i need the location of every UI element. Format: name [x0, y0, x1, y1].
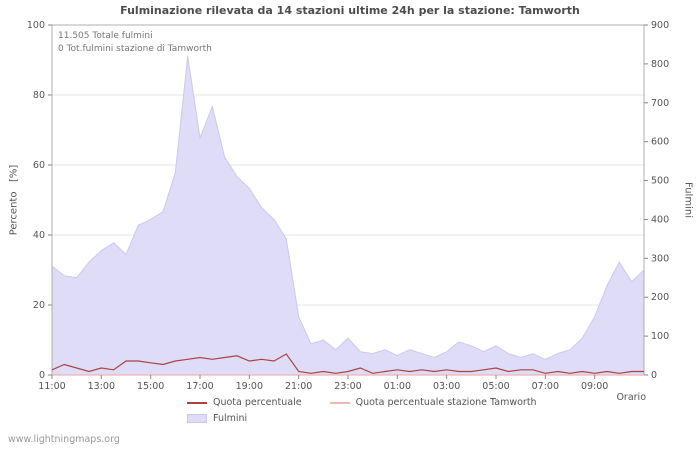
fulmini-area-series	[51, 56, 645, 376]
axis-tick-labels: 0 20 40 60 80 100 0 100 200 300 400 500 600 700 800 900…	[27, 20, 669, 392]
x-axis-title: Orario	[616, 392, 646, 403]
svg-text:700: 700	[651, 98, 669, 109]
svg-text:09:00: 09:00	[581, 381, 608, 392]
legend-label-percent: Quota percentuale	[213, 397, 302, 408]
svg-text:0: 0	[39, 370, 45, 381]
svg-text:15:00: 15:00	[137, 381, 164, 392]
legend-item-fulmini: Fulmini	[187, 413, 247, 424]
station-lightning-annotation: 0 Tot.fulmini stazione di Tamworth	[58, 44, 212, 54]
legend: Quota percentuale Quota percentuale staz…	[187, 397, 537, 424]
total-lightning-annotation: 11.505 Totale fulmini	[58, 31, 153, 41]
svg-text:100: 100	[651, 331, 669, 342]
legend-item-percent: Quota percentuale	[187, 397, 302, 408]
svg-text:400: 400	[651, 214, 669, 225]
svg-text:20: 20	[33, 300, 45, 311]
legend-row-area: Fulmini	[187, 413, 537, 424]
svg-text:23:00: 23:00	[334, 381, 361, 392]
svg-text:300: 300	[651, 253, 669, 264]
svg-text:13:00: 13:00	[88, 381, 115, 392]
legend-row-lines: Quota percentuale Quota percentuale staz…	[187, 397, 537, 408]
axis-ticks	[48, 24, 648, 379]
watermark-link[interactable]: www.lightningmaps.org	[8, 434, 120, 445]
svg-text:07:00: 07:00	[532, 381, 559, 392]
right-axis-title: Fulmini	[682, 182, 694, 218]
fulmini-area-swatch	[187, 414, 207, 423]
svg-text:100: 100	[27, 20, 45, 31]
chart-title: Fulminazione rilevata da 14 stazioni ult…	[120, 4, 580, 17]
legend-item-station-percent: Quota percentuale stazione Tamworth	[329, 397, 537, 408]
svg-text:800: 800	[651, 59, 669, 70]
svg-text:500: 500	[651, 176, 669, 187]
svg-text:21:00: 21:00	[285, 381, 312, 392]
svg-text:40: 40	[33, 230, 45, 241]
svg-text:0: 0	[651, 370, 657, 381]
svg-text:80: 80	[33, 90, 45, 101]
station-line-swatch	[329, 401, 350, 404]
svg-text:05:00: 05:00	[482, 381, 509, 392]
legend-label-station-percent: Quota percentuale stazione Tamworth	[355, 397, 537, 408]
svg-text:01:00: 01:00	[384, 381, 411, 392]
svg-text:19:00: 19:00	[236, 381, 263, 392]
svg-text:900: 900	[651, 20, 669, 31]
svg-text:17:00: 17:00	[186, 381, 213, 392]
svg-text:60: 60	[33, 160, 45, 171]
svg-text:200: 200	[651, 292, 669, 303]
legend-label-fulmini: Fulmini	[213, 413, 248, 424]
percent-line-series	[51, 353, 644, 374]
svg-text:600: 600	[651, 137, 669, 148]
svg-text:03:00: 03:00	[433, 381, 460, 392]
svg-text:11:00: 11:00	[38, 381, 65, 392]
left-axis-title: Percento [%]	[8, 164, 20, 236]
percent-line-swatch	[187, 401, 207, 404]
